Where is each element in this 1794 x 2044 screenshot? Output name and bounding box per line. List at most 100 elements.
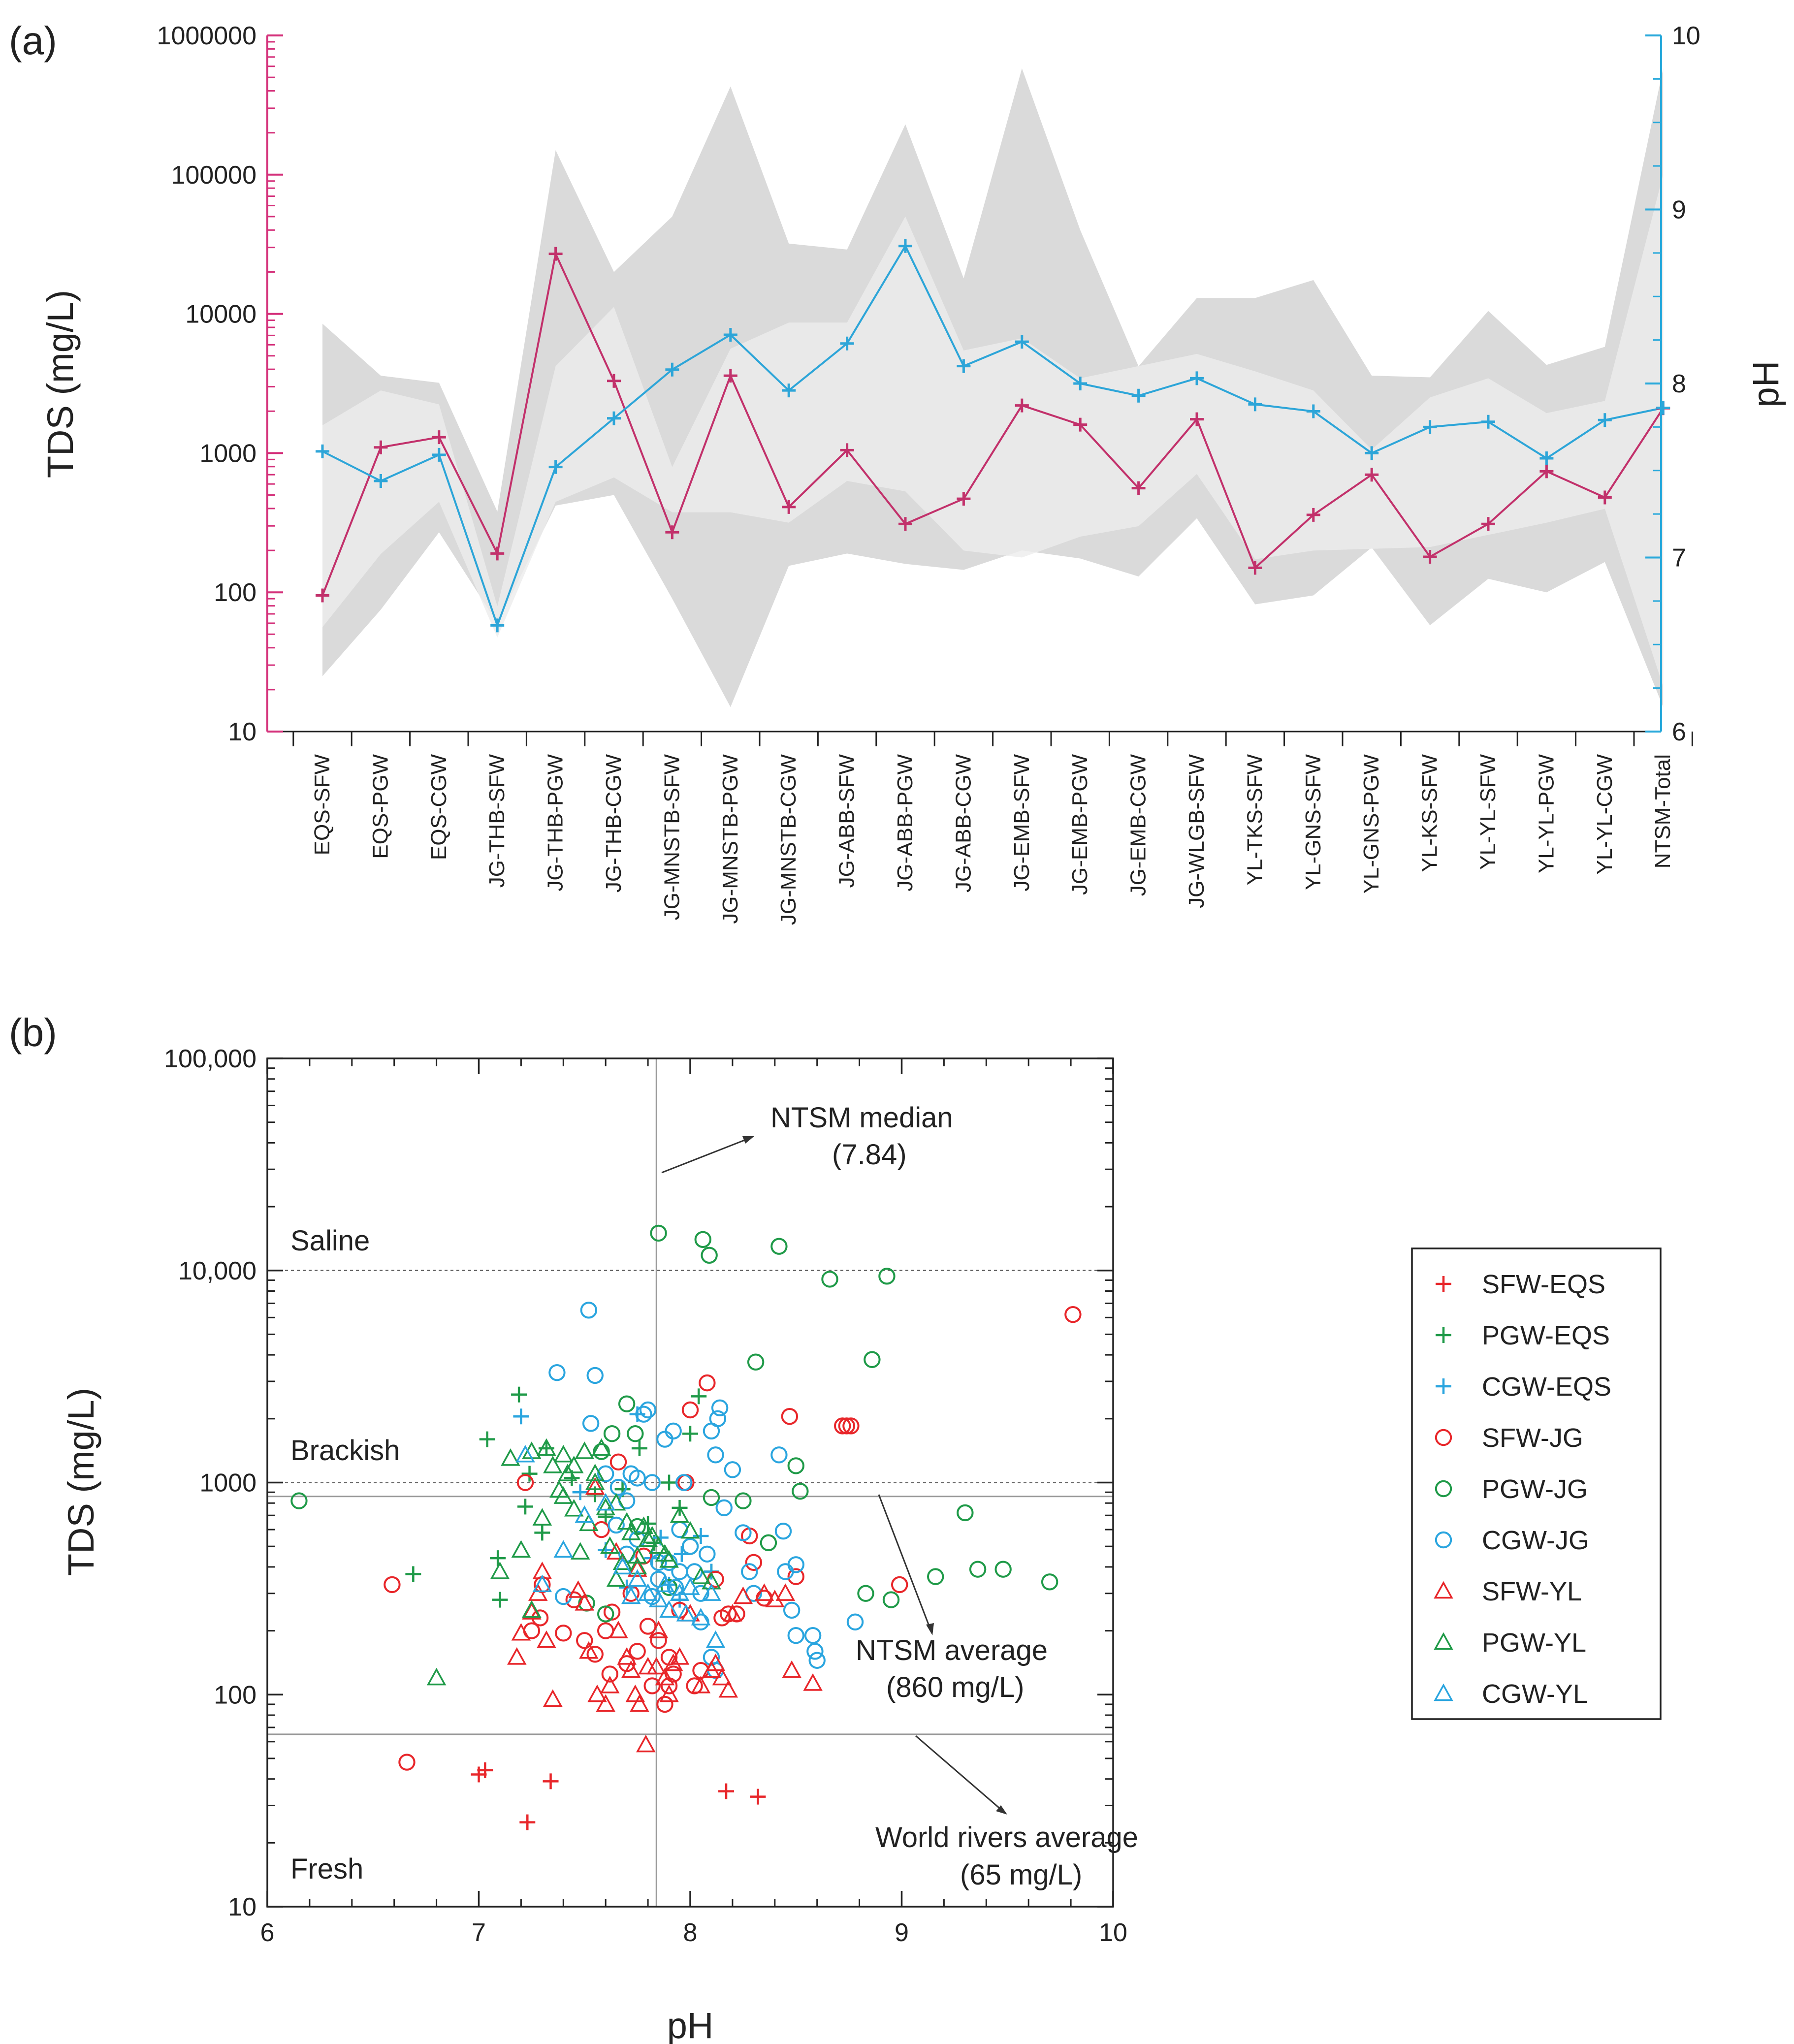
tds-point — [1131, 481, 1146, 495]
data-point — [631, 1440, 647, 1456]
data-point — [597, 1465, 614, 1482]
y-axis-title: TDS (mg/L) — [61, 1388, 101, 1576]
data-point — [665, 1422, 682, 1440]
data-point — [864, 1351, 881, 1368]
left-tick-label: 100000 — [171, 161, 256, 190]
tds-point — [723, 369, 737, 383]
data-point — [838, 1417, 856, 1435]
category-label: JG-EMB-CGW — [1126, 754, 1151, 896]
tds-point — [1423, 550, 1437, 564]
ph-point — [898, 239, 912, 253]
series-pgw-yl — [426, 1438, 721, 1686]
data-point — [635, 1405, 652, 1423]
data-point — [648, 1590, 669, 1607]
panel-a: (a) 10 100 1000 10000 100000 1000000 6 7 8 9 10 EQS… — [9, 19, 1786, 925]
data-point — [511, 1623, 531, 1641]
series-sfw-yl — [507, 1477, 823, 1753]
data-point — [804, 1627, 822, 1644]
legend-label: CGW-EQS — [1482, 1372, 1611, 1402]
data-point — [596, 1694, 615, 1712]
x-tick-label: 10 — [1099, 1918, 1127, 1947]
average-annotation-arrowhead — [926, 1623, 934, 1635]
ph-point — [607, 411, 621, 425]
tds-point — [1598, 490, 1612, 505]
data-point — [405, 1566, 421, 1582]
category-label: JG-ABB-SFW — [835, 754, 859, 888]
data-point — [774, 1523, 792, 1540]
data-point — [621, 1586, 641, 1604]
legend-marker-sfw-jg — [1435, 1429, 1452, 1446]
data-point — [618, 1395, 636, 1412]
data-point — [537, 1630, 556, 1648]
ph-point — [490, 618, 505, 633]
data-point — [617, 1512, 637, 1530]
data-point — [515, 1444, 535, 1463]
y-tick-label: 10 — [228, 1893, 256, 1921]
legend: SFW-EQS PGW-EQS CGW-EQS SFW-JG PGW-JG CGW-JG S… — [1411, 1247, 1662, 1720]
data-point — [638, 1657, 658, 1675]
x-tick-label: 9 — [895, 1918, 909, 1947]
data-point — [718, 1783, 735, 1799]
legend-marker-pgw-jg — [1435, 1480, 1452, 1498]
data-point — [680, 1521, 700, 1539]
data-point — [671, 1563, 688, 1580]
data-point — [398, 1754, 416, 1771]
data-point — [702, 1583, 721, 1601]
legend-marker-sfw-eqs — [1436, 1276, 1451, 1292]
data-point — [754, 1583, 774, 1601]
panel-a-label: (a) — [9, 19, 57, 63]
series-cgw-yl — [515, 1444, 726, 1648]
data-point — [609, 1453, 627, 1470]
median-annotation-arrowhead — [742, 1136, 754, 1144]
tds-point — [548, 247, 563, 261]
left-tick-label: 100 — [214, 578, 256, 607]
data-point — [553, 1486, 574, 1504]
data-point — [587, 1684, 607, 1702]
right-tick-label: 10 — [1672, 22, 1700, 50]
ph-point — [1073, 377, 1088, 390]
data-point — [821, 1271, 838, 1288]
data-point — [612, 1557, 633, 1575]
panel-a-range-bands — [322, 68, 1664, 707]
tds-point — [957, 492, 971, 506]
data-point — [585, 1472, 605, 1490]
data-point — [513, 1408, 529, 1425]
data-point — [553, 1540, 574, 1558]
data-point — [564, 1455, 584, 1473]
data-point — [709, 1410, 727, 1428]
data-point — [572, 1484, 588, 1501]
legend-label: SFW-EQS — [1482, 1270, 1605, 1299]
data-point — [846, 1613, 864, 1630]
data-point — [733, 1586, 753, 1604]
tds-point — [898, 517, 912, 531]
ph-point — [1365, 446, 1379, 460]
data-point — [723, 1604, 742, 1622]
data-point — [601, 1665, 618, 1683]
ph-line — [322, 244, 1664, 629]
data-point — [747, 1353, 765, 1371]
category-label: YL-YL-CGW — [1593, 754, 1617, 875]
data-point — [593, 1443, 610, 1460]
category-label: JG-THB-CGW — [602, 754, 626, 893]
x-tick-label: 8 — [683, 1918, 698, 1947]
data-point — [718, 1680, 738, 1698]
data-point — [806, 1643, 824, 1660]
data-point — [765, 1590, 785, 1607]
data-point — [680, 1577, 700, 1595]
tds-point — [1073, 417, 1088, 432]
data-point — [543, 1773, 559, 1789]
data-point — [691, 1608, 711, 1626]
x-tick-label: 7 — [472, 1918, 486, 1947]
data-point — [770, 1446, 788, 1464]
data-point — [792, 1482, 809, 1500]
ph-point — [316, 444, 329, 458]
data-point — [522, 1602, 542, 1620]
data-point — [834, 1417, 851, 1435]
data-point — [735, 1524, 752, 1541]
data-point — [603, 1425, 621, 1442]
data-point — [629, 1469, 646, 1487]
data-point — [477, 1762, 493, 1778]
category-label: JG-MNSTB-PGW — [718, 754, 742, 924]
y-tick-label: 1000 — [199, 1469, 256, 1498]
data-point — [627, 1546, 647, 1564]
